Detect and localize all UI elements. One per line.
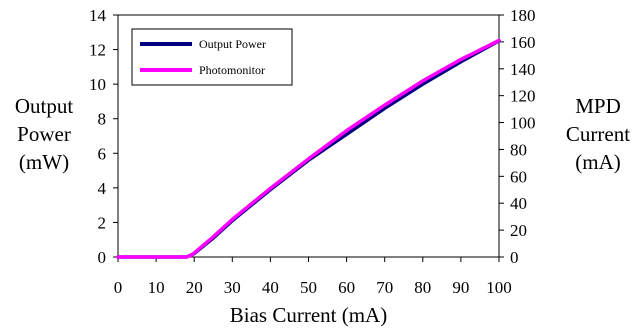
series-line-photomonitor: [116, 38, 501, 259]
y-tick-label: 14: [89, 6, 107, 25]
y2-tick-label: 60: [510, 167, 527, 186]
legend: Output Power Photomonitor: [131, 28, 293, 86]
legend-label-output-power: Output Power: [199, 37, 266, 51]
x-tick-label: 80: [414, 278, 431, 297]
y2-tick-label: 140: [510, 60, 536, 79]
y2-tick-label: 0: [510, 248, 519, 267]
y-tick-label: 12: [89, 41, 106, 60]
x-tick-label: 70: [376, 278, 393, 297]
y-tick-label: 10: [89, 75, 106, 94]
y-axis-ticks: 0 2 4 6 8 10 12 14: [89, 6, 118, 267]
y-tick-label: 2: [98, 213, 107, 232]
y-axis-title: Output Power (mW): [15, 94, 74, 174]
y2-tick-label: 100: [510, 114, 536, 133]
y2-axis-title-line: (mA): [575, 150, 621, 174]
x-tick-label: 40: [262, 278, 279, 297]
x-tick-label: 100: [486, 278, 512, 297]
x-tick-label: 0: [114, 278, 123, 297]
x-tick-label: 50: [300, 278, 317, 297]
y-tick-label: 6: [98, 144, 107, 163]
legend-label-photomonitor: Photomonitor: [199, 63, 265, 77]
y-tick-label: 4: [98, 179, 107, 198]
y2-axis-title-line: MPD: [575, 94, 621, 118]
x-axis-ticks: 0 10 20 30 40 50 60 70 80 90 100: [114, 257, 512, 297]
x-tick-label: 90: [452, 278, 469, 297]
x-axis-title: Bias Current (mA): [230, 303, 387, 327]
y-axis-title-line: Output: [15, 94, 74, 118]
x-tick-label: 30: [224, 278, 241, 297]
series-layer: [116, 38, 501, 259]
y2-axis-ticks: 0 20 40 60 80 100 120 140 160 180: [499, 6, 536, 267]
x-tick-label: 10: [148, 278, 165, 297]
y-tick-label: 8: [98, 110, 107, 129]
x-tick-label: 60: [338, 278, 355, 297]
x-tick-label: 20: [186, 278, 203, 297]
y2-tick-label: 80: [510, 140, 527, 159]
y2-tick-label: 20: [510, 221, 527, 240]
y-axis-title-line: Power: [17, 122, 71, 146]
y-axis-title-line: (mW): [19, 150, 69, 174]
y2-axis-title: MPD Current (mA): [566, 94, 630, 174]
y2-tick-label: 180: [510, 6, 536, 25]
y2-axis-title-line: Current: [566, 122, 630, 146]
y-tick-label: 0: [98, 248, 107, 267]
y2-tick-label: 40: [510, 194, 527, 213]
y2-tick-label: 120: [510, 87, 536, 106]
y2-tick-label: 160: [510, 33, 536, 52]
legend-box: [131, 28, 293, 86]
